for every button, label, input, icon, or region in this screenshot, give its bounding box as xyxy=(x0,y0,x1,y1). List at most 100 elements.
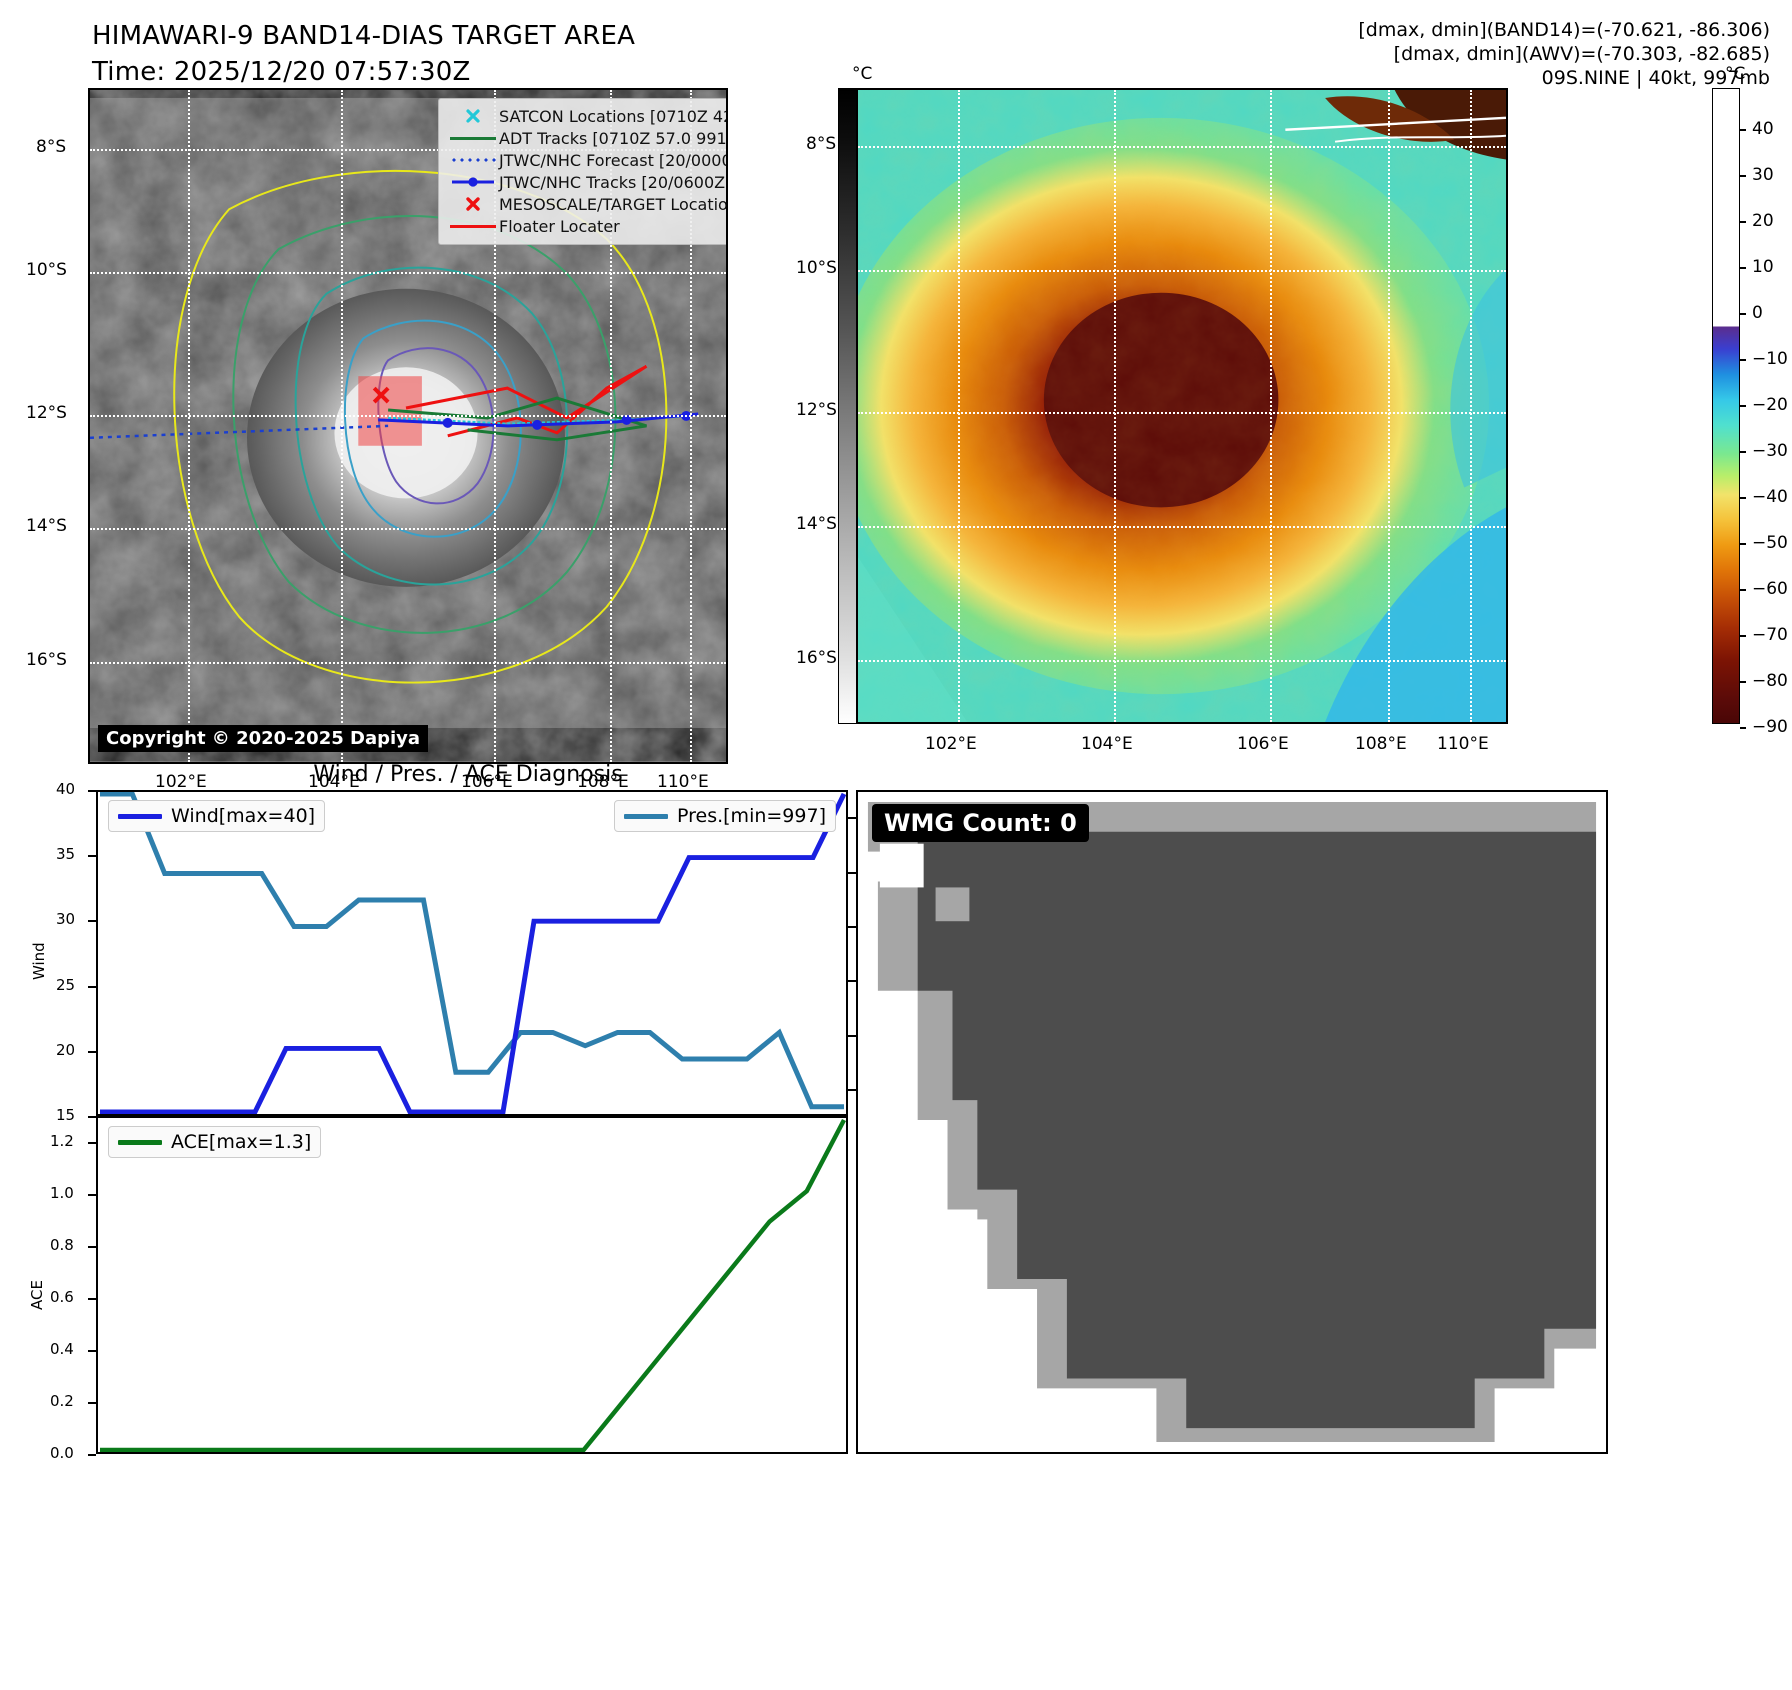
ir-satellite-panel[interactable]: SATCON Locations [0710Z 42 994] ADT Trac… xyxy=(88,88,728,764)
ir-lat-label: 8°S xyxy=(36,137,67,157)
wind-pressure-chart[interactable]: Wind[max=40] Pres.[min=997] xyxy=(96,790,848,1116)
wind-ytick: 15 xyxy=(56,1106,76,1124)
legend-item-mesoscale[interactable]: MESOSCALE/TARGET Location xyxy=(447,193,726,215)
ace-ytick: 0.6 xyxy=(50,1288,74,1306)
wind-ytick-mark xyxy=(88,1050,96,1053)
awv-lat-label: 16°S xyxy=(796,648,837,668)
pressure-swatch xyxy=(624,813,668,819)
awv-lat-label: 12°S xyxy=(796,400,837,420)
awv-gridline-lat-14 xyxy=(858,526,1506,528)
ir-lat-label: 14°S xyxy=(26,516,67,536)
wmg-mask-image xyxy=(858,792,1606,1452)
ir-gridline-lon-102 xyxy=(188,90,190,762)
ir-gridline-lon-106 xyxy=(494,90,496,762)
ace-ytick-mark xyxy=(88,1350,96,1352)
ir-gridline-lon-108 xyxy=(610,90,612,762)
ace-legend[interactable]: ACE[max=1.3] xyxy=(108,1126,322,1158)
wind-legend[interactable]: Wind[max=40] xyxy=(108,800,326,832)
cb-tick: 40 xyxy=(1752,119,1774,139)
awv-lon-label: 104°E xyxy=(1081,734,1133,754)
wind-ytick: 25 xyxy=(56,975,76,994)
ace-ytick-mark xyxy=(88,1298,96,1300)
time-line: Time: 2025/12/20 07:57:30Z xyxy=(92,57,471,87)
ace-ytick-mark xyxy=(88,1402,96,1404)
line-with-dot-icon xyxy=(447,175,499,189)
ace-ytick-mark xyxy=(88,1194,96,1196)
ace-ytick: 0.2 xyxy=(50,1392,74,1410)
wmg-panel[interactable]: WMG Count: 0 xyxy=(856,790,1608,1454)
legend-label: JTWC/NHC Tracks [20/0600Z] xyxy=(499,172,728,192)
pressure-legend[interactable]: Pres.[min=997] xyxy=(614,800,836,832)
ir-legend[interactable]: SATCON Locations [0710Z 42 994] ADT Trac… xyxy=(438,98,728,245)
storm-summary-line: 09S.NINE | 40kt, 997mb xyxy=(1541,67,1770,89)
ir-gridline-lat-8 xyxy=(90,149,726,151)
legend-item-satcon[interactable]: SATCON Locations [0710Z 42 994] xyxy=(447,105,726,127)
ir-lat-label: 16°S xyxy=(26,650,67,670)
legend-label: JTWC/NHC Forecast [20/0000Z] xyxy=(499,150,728,170)
ace-axis-label: ACE xyxy=(28,1280,46,1310)
cb-tick: 30 xyxy=(1752,165,1774,185)
wind-ytick: 40 xyxy=(56,780,76,798)
cb-tick: −60 xyxy=(1752,579,1788,599)
legend-item-adt[interactable]: ADT Tracks [0710Z 57.0 991.9] xyxy=(447,127,726,149)
wind-ytick-mark xyxy=(88,855,96,858)
ace-plot xyxy=(99,1118,846,1452)
x-marker-icon xyxy=(447,108,499,124)
ir-gridline-lat-12 xyxy=(90,415,726,417)
awv-lon-label: 102°E xyxy=(925,734,977,754)
wind-ytick: 35 xyxy=(56,845,76,864)
wind-ytick: 30 xyxy=(56,910,76,929)
awv-gridline-lat-12 xyxy=(858,412,1506,414)
legend-item-jtwc-forecast[interactable]: JTWC/NHC Forecast [20/0000Z] xyxy=(447,149,728,171)
pressure-ytick-mark xyxy=(848,1034,856,1037)
ir-lon-label: 102°E xyxy=(155,772,207,792)
solid-line-icon xyxy=(447,224,499,228)
awv-lon-label: 106°E xyxy=(1237,734,1289,754)
dmax-band14-line: [dmax, dmin](BAND14)=(-70.621, -86.306) xyxy=(1358,19,1770,41)
cb-tick: 10 xyxy=(1752,257,1774,277)
wind-ytick: 20 xyxy=(56,1040,76,1059)
dmax-awv-line: [dmax, dmin](AWV)=(-70.303, -82.685) xyxy=(1393,43,1770,65)
diagnosis-title: Wind / Pres. / ACE Diagnosis xyxy=(313,762,623,787)
header-metadata: [dmax, dmin](BAND14)=(-70.621, -86.306) … xyxy=(1358,18,1770,90)
ace-ytick-mark xyxy=(88,1142,96,1144)
legend-item-floater[interactable]: Floater Locater xyxy=(447,215,726,237)
pressure-ytick-mark xyxy=(848,871,856,874)
wind-legend-label: Wind[max=40] xyxy=(171,805,316,827)
legend-label: SATCON Locations [0710Z 42 994] xyxy=(499,106,726,126)
ace-chart[interactable]: ACE[max=1.3] xyxy=(96,1116,848,1454)
ir-lat-label: 10°S xyxy=(26,260,67,280)
awv-gridline-lon-104 xyxy=(1114,90,1116,722)
ace-ytick: 1.0 xyxy=(50,1184,74,1202)
cb-tick: −70 xyxy=(1752,625,1788,645)
cb-tick: −90 xyxy=(1752,717,1788,737)
awv-gridline-lon-106 xyxy=(1270,90,1272,722)
awv-gridline-lat-10 xyxy=(858,270,1506,272)
cb-tick: −10 xyxy=(1752,349,1788,369)
legend-item-jtwc-tracks[interactable]: JTWC/NHC Tracks [20/0600Z] xyxy=(447,171,728,193)
awv-image xyxy=(858,90,1506,722)
pressure-ytick-mark xyxy=(848,980,856,983)
copyright-badge: Copyright © 2020-2025 Dapiya xyxy=(98,725,429,752)
ace-swatch xyxy=(118,1139,162,1145)
awv-satellite-panel[interactable] xyxy=(856,88,1508,724)
awv-gridline-lon-108 xyxy=(1388,90,1390,722)
cb-tick: −20 xyxy=(1752,395,1788,415)
awv-gridline-lon-110 xyxy=(1470,90,1472,722)
wmg-count-badge: WMG Count: 0 xyxy=(872,804,1089,842)
awv-lon-label: 110°E xyxy=(1437,734,1489,754)
ace-ytick-mark xyxy=(88,1454,96,1456)
title-line: HIMAWARI-9 BAND14-DIAS TARGET AREA xyxy=(92,21,636,51)
ace-ytick: 0.4 xyxy=(50,1340,74,1358)
ir-gridline-lon-104 xyxy=(341,90,343,762)
cb-tick: 0 xyxy=(1752,303,1763,323)
awv-lat-label: 10°S xyxy=(796,258,837,278)
cb-tick: 20 xyxy=(1752,211,1774,231)
awv-lon-label: 108°E xyxy=(1355,734,1407,754)
wind-ytick-mark xyxy=(88,985,96,988)
ir-colorbar-unit: °C xyxy=(852,64,873,84)
awv-colorbar-ticks: 40 30 20 10 0 −10 −20 −30 −40 −50 −60 −7… xyxy=(1712,88,1792,737)
page-title: HIMAWARI-9 BAND14-DIAS TARGET AREA Time:… xyxy=(92,18,635,90)
ace-ytick-mark xyxy=(88,1246,96,1248)
cb-tick: −30 xyxy=(1752,441,1788,461)
